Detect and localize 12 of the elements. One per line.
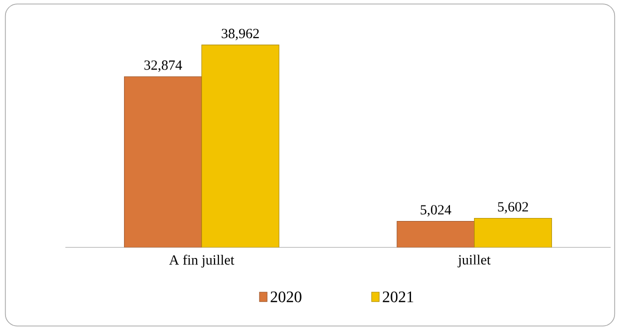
data-label: 5,602	[498, 202, 528, 214]
x-tick-label: A fin juillet	[169, 254, 234, 268]
legend-label: 2020	[270, 291, 302, 302]
x-tick-label: juillet	[458, 254, 491, 268]
legend-label: 2021	[382, 291, 414, 302]
data-label: 32,874	[144, 60, 182, 72]
data-label: 5,024	[420, 205, 452, 217]
data-label: 38,962	[222, 28, 259, 40]
bar	[474, 218, 552, 248]
bar	[396, 220, 475, 248]
bar	[124, 76, 202, 248]
bar	[201, 44, 280, 248]
